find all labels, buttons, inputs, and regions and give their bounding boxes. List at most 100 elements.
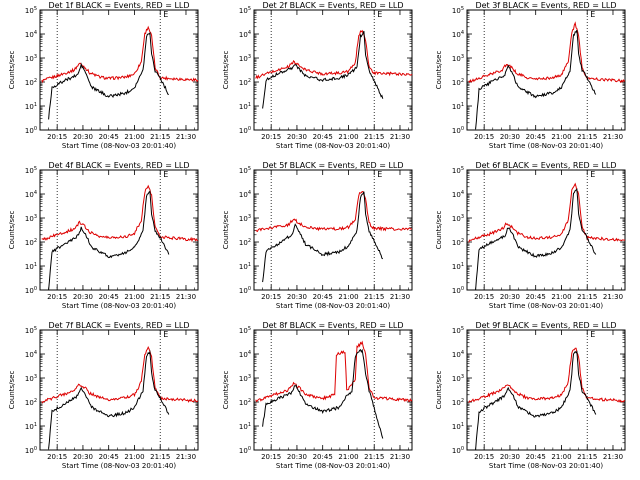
marker-label: E — [377, 330, 382, 339]
x-tick-label: 20:45 — [99, 133, 119, 141]
marker-label: E — [377, 170, 382, 179]
y-axis-label: Counts/sec — [222, 51, 230, 90]
y-axis-label: Counts/sec — [8, 51, 16, 90]
lld-series-line — [41, 345, 199, 404]
x-axis-label: Start Time (08-Nov-03 20:01:40) — [62, 302, 176, 310]
lld-series-line — [468, 347, 626, 404]
x-tick-label: 20:15 — [47, 293, 67, 301]
y-tick-label: 104 — [25, 190, 37, 199]
panel-title: Det 5f BLACK = Events, RED = LLD — [262, 161, 403, 170]
x-tick-label: 21:15 — [364, 133, 384, 141]
y-tick-label: 101 — [239, 422, 251, 431]
x-tick-label: 21:30 — [176, 133, 196, 141]
y-tick-label: 102 — [239, 238, 251, 247]
y-tick-label: 105 — [239, 6, 251, 15]
x-tick-label: 21:15 — [364, 453, 384, 461]
y-tick-label: 105 — [239, 166, 251, 175]
x-tick-label: 21:00 — [338, 293, 358, 301]
panel-title: Det 3f BLACK = Events, RED = LLD — [475, 1, 616, 10]
y-tick-label: 100 — [239, 286, 251, 295]
y-tick-label: 104 — [25, 30, 37, 39]
marker-label: E — [590, 170, 595, 179]
x-tick-label: 20:45 — [99, 293, 119, 301]
lld-series-line — [255, 340, 413, 403]
panel-title: Det 6f BLACK = Events, RED = LLD — [475, 161, 616, 170]
lld-series-line — [41, 25, 199, 84]
x-axis-label: Start Time (08-Nov-03 20:01:40) — [276, 142, 390, 150]
x-tick-label: 21:00 — [124, 293, 144, 301]
y-tick-label: 101 — [452, 262, 464, 271]
x-axis-label: Start Time (08-Nov-03 20:01:40) — [62, 142, 176, 150]
lld-series-line — [41, 184, 199, 243]
lld-series-line — [468, 182, 625, 243]
x-tick-label: 20:30 — [73, 133, 93, 141]
y-axis-label: Counts/sec — [435, 371, 443, 410]
y-tick-label: 104 — [452, 190, 464, 199]
plot-frame — [253, 329, 413, 451]
x-tick-label: 21:30 — [176, 453, 196, 461]
x-tick-label: 21:30 — [603, 453, 623, 461]
plot-frame — [39, 169, 199, 291]
y-tick-label: 102 — [25, 398, 37, 407]
x-tick-label: 20:30 — [500, 293, 520, 301]
x-tick-label: 20:45 — [99, 453, 119, 461]
y-tick-label: 100 — [25, 286, 37, 295]
y-tick-label: 102 — [25, 238, 37, 247]
y-tick-label: 104 — [25, 350, 37, 359]
x-tick-label: 21:00 — [551, 453, 571, 461]
events-series-line — [262, 348, 384, 439]
x-tick-label: 20:15 — [261, 133, 281, 141]
x-tick-label: 20:30 — [500, 453, 520, 461]
x-tick-label: 21:15 — [577, 453, 597, 461]
marker-label: E — [163, 10, 168, 19]
y-tick-label: 103 — [239, 214, 251, 223]
y-tick-label: 102 — [452, 398, 464, 407]
events-series-line — [262, 191, 384, 283]
plot-frame — [39, 329, 199, 451]
y-tick-label: 104 — [239, 30, 251, 39]
x-tick-label: 20:30 — [287, 293, 307, 301]
x-tick-label: 21:30 — [603, 293, 623, 301]
y-tick-label: 105 — [452, 6, 464, 15]
y-tick-label: 100 — [239, 446, 251, 455]
lld-series-line — [255, 190, 413, 233]
y-tick-label: 103 — [25, 54, 37, 63]
x-tick-label: 21:00 — [338, 133, 358, 141]
events-series-line — [475, 350, 597, 451]
y-tick-label: 101 — [452, 102, 464, 111]
y-tick-label: 105 — [25, 326, 37, 335]
panel-title: Det 1f BLACK = Events, RED = LLD — [48, 1, 189, 10]
panel-title: Det 2f BLACK = Events, RED = LLD — [262, 1, 403, 10]
x-tick-label: 21:15 — [150, 293, 170, 301]
x-tick-label: 21:15 — [150, 133, 170, 141]
x-tick-label: 20:30 — [500, 133, 520, 141]
y-tick-label: 101 — [25, 422, 37, 431]
x-axis-label: Start Time (08-Nov-03 20:01:40) — [489, 302, 603, 310]
y-tick-label: 103 — [239, 54, 251, 63]
y-tick-label: 105 — [25, 166, 37, 175]
y-tick-label: 100 — [25, 126, 37, 135]
x-axis-label: Start Time (08-Nov-03 20:01:40) — [62, 462, 176, 470]
y-tick-label: 104 — [452, 30, 464, 39]
x-tick-label: 20:45 — [313, 133, 333, 141]
y-tick-label: 102 — [452, 78, 464, 87]
x-tick-label: 20:15 — [47, 453, 67, 461]
y-tick-label: 100 — [452, 286, 464, 295]
panel-title: Det 8f BLACK = Events, RED = LLD — [262, 321, 403, 330]
y-axis-label: Counts/sec — [435, 211, 443, 250]
x-tick-label: 20:30 — [287, 133, 307, 141]
plot-frame — [466, 9, 626, 131]
x-tick-label: 20:15 — [474, 133, 494, 141]
y-tick-label: 105 — [25, 6, 37, 15]
y-tick-label: 105 — [239, 326, 251, 335]
x-tick-label: 20:45 — [313, 453, 333, 461]
x-tick-label: 21:00 — [124, 453, 144, 461]
x-tick-label: 20:15 — [47, 133, 67, 141]
x-axis-label: Start Time (08-Nov-03 20:01:40) — [276, 302, 390, 310]
marker-label: E — [163, 170, 168, 179]
